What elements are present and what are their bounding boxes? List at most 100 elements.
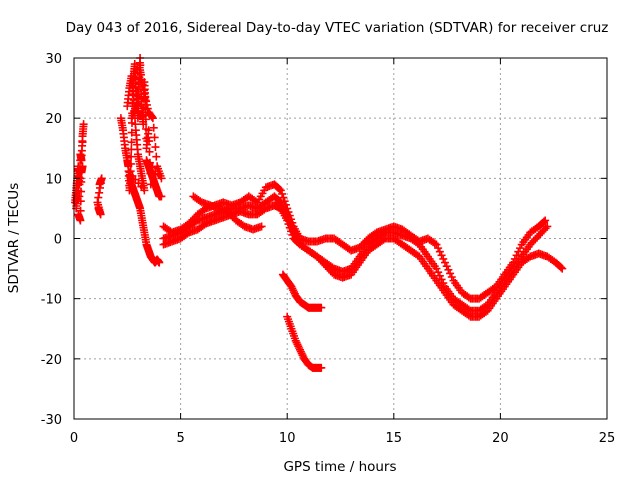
data-point <box>434 244 443 253</box>
data-point <box>447 273 456 282</box>
data-point <box>77 156 86 165</box>
data-point <box>95 188 104 197</box>
data-point <box>76 216 85 225</box>
data-point <box>279 193 288 202</box>
y-axis-label: SDTVAR / TECUs <box>6 183 22 293</box>
data-point <box>317 303 326 312</box>
data-point <box>72 204 81 213</box>
series-drop-branch-2 <box>283 312 326 372</box>
data-point <box>430 239 439 248</box>
data-points <box>71 54 567 372</box>
data-point <box>558 264 567 273</box>
data-point <box>442 262 451 271</box>
data-point <box>143 104 152 113</box>
data-point <box>78 138 87 147</box>
data-point <box>295 345 304 354</box>
data-point <box>148 112 157 121</box>
data-point <box>139 85 148 94</box>
data-point <box>516 244 525 253</box>
data-point <box>439 254 448 263</box>
data-point <box>276 186 285 195</box>
data-point <box>287 227 296 236</box>
data-point <box>127 128 136 137</box>
data-point <box>288 284 297 293</box>
data-point <box>278 189 287 198</box>
data-point <box>289 286 298 295</box>
data-point <box>541 216 550 225</box>
data-point <box>435 247 444 256</box>
data-point <box>140 90 149 99</box>
data-point <box>432 240 441 249</box>
data-point <box>440 258 449 267</box>
y-tick-label: -10 <box>41 293 62 308</box>
data-point <box>290 288 299 297</box>
data-point <box>556 263 565 272</box>
data-point <box>514 247 523 256</box>
data-point <box>96 179 105 188</box>
data-point <box>437 251 446 260</box>
data-point <box>127 138 136 147</box>
data-point <box>541 224 550 233</box>
data-point <box>142 97 151 106</box>
series-spike-cluster <box>116 54 166 267</box>
data-point <box>539 217 548 226</box>
x-tick-label: 15 <box>386 431 403 446</box>
series-band-lower <box>159 201 567 321</box>
data-point <box>144 126 153 135</box>
data-point <box>97 174 106 183</box>
data-point <box>275 185 284 194</box>
x-tick-label: 25 <box>599 431 616 446</box>
data-point <box>444 265 453 274</box>
data-point <box>133 87 142 96</box>
data-point <box>150 133 159 142</box>
data-point <box>138 80 147 89</box>
data-point <box>543 222 552 231</box>
data-point <box>155 258 164 267</box>
data-point <box>141 93 150 102</box>
x-ticks: 0 5 10 15 20 25 <box>70 58 615 446</box>
data-point <box>94 193 103 202</box>
data-point <box>283 216 292 225</box>
data-point <box>294 342 303 351</box>
data-point <box>285 223 294 232</box>
data-point <box>284 220 293 229</box>
data-point <box>298 351 307 360</box>
data-point <box>317 363 326 372</box>
data-point <box>126 159 135 168</box>
data-point <box>76 206 85 215</box>
data-point <box>79 120 88 129</box>
data-point <box>288 230 297 239</box>
data-point <box>157 192 166 201</box>
y-ticks: -30 -20 -10 0 10 20 30 <box>41 52 607 428</box>
data-point <box>131 102 140 111</box>
y-tick-label: -30 <box>41 413 62 428</box>
data-point <box>132 94 141 103</box>
data-point <box>149 123 158 132</box>
x-tick-label: 0 <box>70 431 78 446</box>
data-point <box>145 147 154 156</box>
data-point <box>432 264 441 273</box>
data-point <box>96 183 105 192</box>
data-point <box>257 222 266 231</box>
chart-title: Day 043 of 2016, Sidereal Day-to-day VTE… <box>66 20 609 36</box>
series-early-scatter <box>71 120 106 225</box>
data-point <box>75 180 84 189</box>
data-point <box>148 114 157 123</box>
data-point <box>137 75 146 84</box>
data-point <box>287 282 296 291</box>
data-point <box>145 137 154 146</box>
y-tick-label: 20 <box>45 112 62 127</box>
data-point <box>139 120 148 129</box>
series-band-upper <box>159 180 550 303</box>
y-tick-label: 10 <box>45 172 62 187</box>
y-tick-label: 0 <box>54 233 62 248</box>
data-point <box>291 336 300 345</box>
data-point <box>136 70 145 79</box>
y-tick-label: -20 <box>41 353 62 368</box>
data-point <box>296 347 305 356</box>
y-tick-label: 30 <box>45 52 62 67</box>
data-point <box>295 344 304 353</box>
series-drop-branch-1 <box>278 270 326 312</box>
data-point <box>293 340 302 349</box>
x-tick-label: 20 <box>492 431 509 446</box>
